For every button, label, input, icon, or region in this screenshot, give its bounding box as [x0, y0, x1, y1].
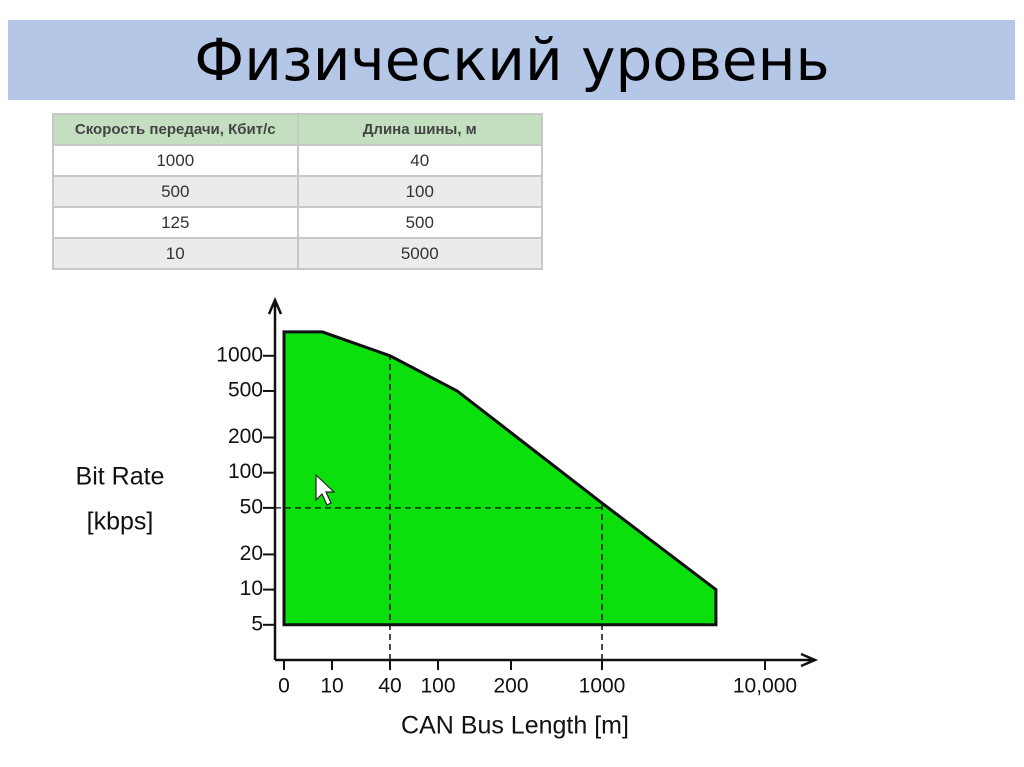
cursor: [315, 473, 336, 506]
y-tick-label: 50: [240, 495, 263, 518]
x-tick-label: 10,000: [733, 675, 797, 698]
y-tick-label: 100: [228, 460, 263, 483]
x-tick-label: 10: [320, 675, 343, 698]
x-axis: [275, 652, 819, 668]
x-tick-label: 0: [278, 675, 290, 698]
y-axis-label: Bit Rate: [76, 463, 165, 491]
x-tick-label: 100: [420, 675, 455, 698]
y-tick-label: 500: [228, 379, 263, 402]
x-axis-label: CAN Bus Length [m]: [401, 712, 629, 740]
y-tick-label: 1000: [216, 343, 263, 366]
x-tick-label: 1000: [579, 675, 626, 698]
table-row: 1000 40: [52, 144, 543, 177]
y-axis: [267, 296, 283, 660]
title-band: [8, 20, 1015, 100]
area: [282, 330, 718, 627]
slide-title: Физический уровень: [194, 26, 830, 94]
header-cell: Длина шины, м: [296, 113, 543, 146]
cell: 10: [52, 237, 299, 270]
cell: 1000: [52, 144, 299, 177]
y-tick-label: 200: [228, 425, 263, 448]
cell: 125: [52, 206, 299, 239]
cell: 100: [296, 175, 543, 208]
header-cell: Скорость передачи, Кбит/с: [52, 113, 299, 146]
x-tick-label: 200: [493, 675, 528, 698]
x-tick-label: 40: [378, 675, 401, 698]
y-tick-label: 20: [240, 542, 263, 565]
table-row: 500 100: [52, 175, 543, 208]
y-axis-label: [kbps]: [87, 508, 154, 536]
cell: 40: [296, 144, 543, 177]
table-row: 125 500: [52, 206, 543, 239]
cell: 500: [296, 206, 543, 239]
speed-table: Скорость передачи, Кбит/с Длина шины, м 1…: [52, 113, 543, 270]
cell: 500: [52, 175, 299, 208]
y-tick-label: 10: [240, 577, 263, 600]
cell: 5000: [296, 237, 543, 270]
table-header: Скорость передачи, Кбит/с Длина шины, м: [52, 113, 543, 146]
table-row: 10 5000: [52, 237, 543, 270]
y-tick-label: 5: [251, 612, 263, 635]
